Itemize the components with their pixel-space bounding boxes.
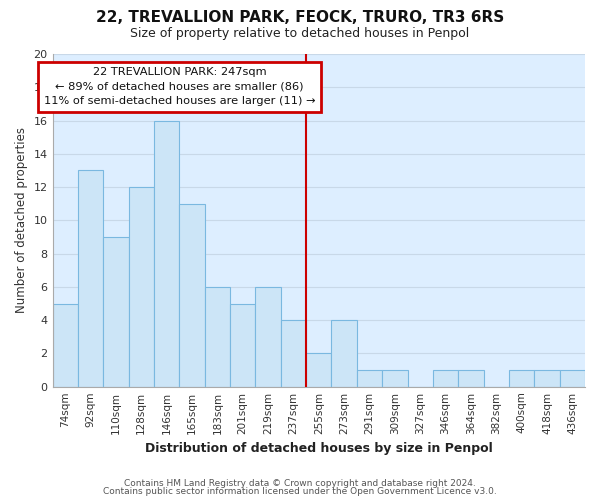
Bar [382,370,407,386]
Bar [154,120,179,386]
Y-axis label: Number of detached properties: Number of detached properties [15,128,28,314]
Text: Contains public sector information licensed under the Open Government Licence v3: Contains public sector information licen… [103,487,497,496]
Bar [458,370,484,386]
Bar [560,370,585,386]
Text: 22 TREVALLION PARK: 247sqm
← 89% of detached houses are smaller (86)
11% of semi: 22 TREVALLION PARK: 247sqm ← 89% of deta… [44,68,315,106]
Text: Size of property relative to detached houses in Penpol: Size of property relative to detached ho… [130,28,470,40]
Bar [179,204,205,386]
Bar [331,320,357,386]
Bar [534,370,560,386]
Bar [230,304,256,386]
X-axis label: Distribution of detached houses by size in Penpol: Distribution of detached houses by size … [145,442,493,455]
Bar [53,304,78,386]
Bar [357,370,382,386]
Bar [433,370,458,386]
Bar [281,320,306,386]
Bar [78,170,103,386]
Text: 22, TREVALLION PARK, FEOCK, TRURO, TR3 6RS: 22, TREVALLION PARK, FEOCK, TRURO, TR3 6… [96,10,504,25]
Bar [103,237,128,386]
Bar [128,187,154,386]
Bar [509,370,534,386]
Bar [256,287,281,386]
Bar [205,287,230,386]
Text: Contains HM Land Registry data © Crown copyright and database right 2024.: Contains HM Land Registry data © Crown c… [124,478,476,488]
Bar [306,354,331,386]
